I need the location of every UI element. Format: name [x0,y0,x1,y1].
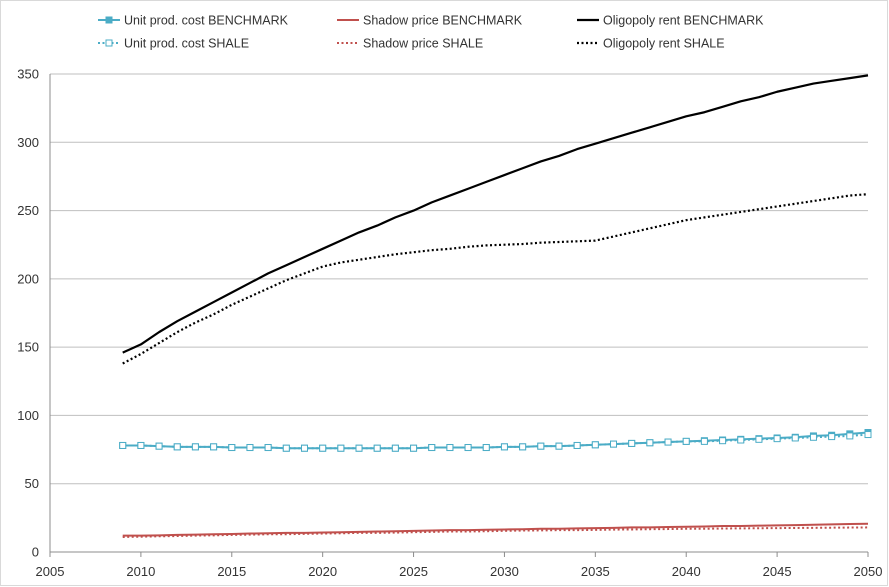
data-point-marker [500,443,508,451]
data-point-marker [664,438,672,446]
data-point-marker [410,444,418,452]
x-tick-label: 2005 [36,564,65,579]
data-point-marker [155,442,163,450]
data-point-marker [246,444,254,452]
data-point-marker [755,435,763,443]
series-line [122,526,869,538]
data-point-marker [555,442,563,450]
x-tick-label: 2020 [308,564,337,579]
series-line [122,74,869,354]
x-tick-label: 2015 [217,564,246,579]
legend-label: Shadow price BENCHMARK [363,14,523,28]
data-point-marker [719,437,727,445]
data-point-marker [319,444,327,452]
data-point-marker [446,444,454,452]
data-point-marker [591,441,599,449]
data-point-marker [264,444,272,452]
legend-label: Unit prod. cost BENCHMARK [124,14,289,28]
data-point-marker [355,444,363,452]
x-tick-label: 2030 [490,564,519,579]
data-point-marker [646,439,654,447]
data-point-marker [191,443,199,451]
legend-swatch-marker [105,16,113,24]
data-point-marker [610,440,618,448]
data-point-marker [464,444,472,452]
data-point-marker [482,444,490,452]
data-point-marker [210,443,218,451]
data-point-marker [337,444,345,452]
data-point-marker [737,436,745,444]
y-tick-label: 250 [17,203,39,218]
data-point-marker [228,444,236,452]
data-point-marker [428,444,436,452]
x-tick-label: 2010 [126,564,155,579]
data-point-marker [828,433,836,441]
data-point-marker [864,431,872,439]
x-tick-label: 2050 [854,564,883,579]
data-point-marker [809,433,817,441]
legend: Unit prod. cost BENCHMARK Shadow price BE… [98,14,764,51]
axes: 0 50 100 150 200 250 300 350 2005 2010 2015 2020 202… [17,67,882,580]
y-tick-label: 100 [17,408,39,423]
x-tick-label: 2045 [763,564,792,579]
y-tick-label: 300 [17,135,39,150]
series-line [122,522,869,537]
data-point-marker [537,442,545,450]
data-point-marker [519,443,527,451]
data-point-marker [373,444,381,452]
legend-swatch-marker [105,39,113,47]
data-point-marker [282,444,290,452]
series-line [122,193,869,365]
legend-label: Oligopoly rent SHALE [603,37,725,51]
legend-label: Unit prod. cost SHALE [124,37,249,51]
y-tick-label: 200 [17,271,39,286]
data-point-marker [173,443,181,451]
x-tick-label: 2025 [399,564,428,579]
data-point-marker [391,444,399,452]
legend-label: Oligopoly rent BENCHMARK [603,14,764,28]
series-lines [119,74,872,538]
data-point-marker [700,437,708,445]
x-tick-label: 2040 [672,564,701,579]
y-tick-label: 0 [32,545,39,560]
data-point-marker [573,441,581,449]
y-tick-label: 150 [17,340,39,355]
data-point-marker [682,437,690,445]
data-point-marker [791,434,799,442]
x-tick-label: 2035 [581,564,610,579]
data-point-marker [119,441,127,449]
legend-label: Shadow price SHALE [363,37,483,51]
data-point-marker [300,444,308,452]
y-tick-label: 350 [17,67,39,82]
grid-lines [50,73,868,485]
data-point-marker [628,439,636,447]
data-point-marker [137,441,145,449]
data-point-marker [846,432,854,440]
data-point-marker [773,435,781,443]
y-tick-label: 50 [25,476,39,491]
